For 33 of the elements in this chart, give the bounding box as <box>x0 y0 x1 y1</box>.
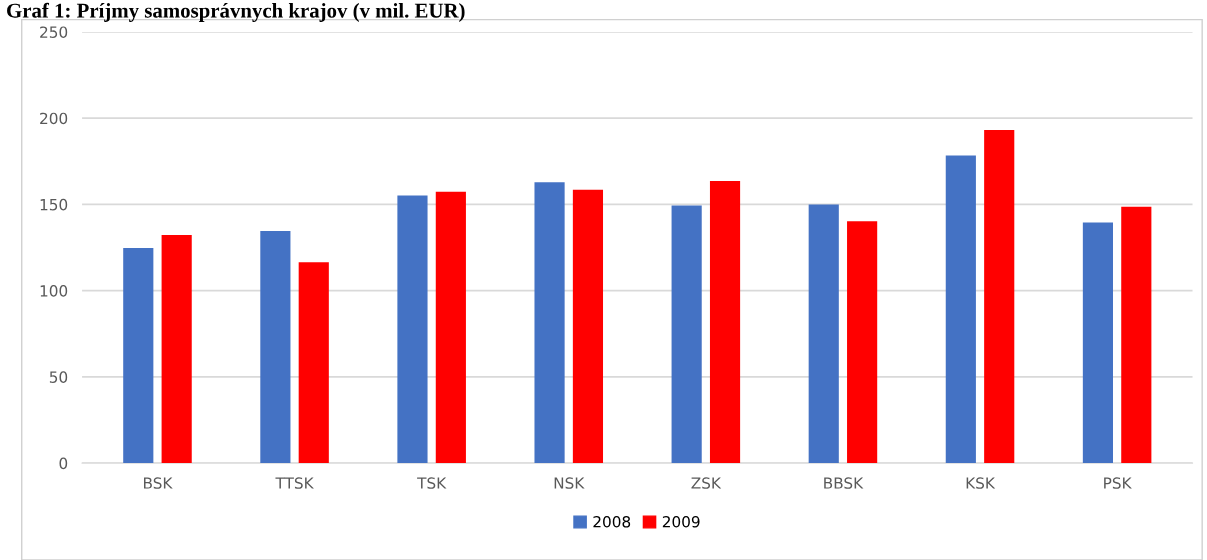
bar <box>945 155 976 464</box>
bar <box>397 195 428 464</box>
y-tick-label: 200 <box>40 112 68 125</box>
bar <box>709 180 741 464</box>
y-tick-label: 100 <box>40 285 68 297</box>
bar <box>984 129 1015 464</box>
y-tick-label: 250 <box>40 26 68 38</box>
x-tick-label: PSK <box>1104 477 1132 489</box>
x-tick-label: NSK <box>554 477 585 489</box>
legend-label: 2009 <box>662 515 700 528</box>
bar <box>534 182 565 464</box>
y-tick-label: 150 <box>40 198 68 211</box>
x-tick-label: BBSK <box>824 477 864 489</box>
x-tick-label: TSK <box>417 477 447 489</box>
bar <box>671 205 702 464</box>
bar <box>808 204 839 464</box>
bar <box>1121 206 1152 464</box>
bar <box>1082 222 1113 464</box>
bar <box>572 189 604 464</box>
bar <box>161 234 192 464</box>
bar <box>847 221 878 464</box>
bar <box>260 230 291 464</box>
bar <box>435 191 466 464</box>
legend-label: 2008 <box>593 515 631 528</box>
x-tick-label: BSK <box>144 477 173 489</box>
bar <box>123 248 154 464</box>
x-tick-label: KSK <box>966 477 996 489</box>
x-tick-label: ZSK <box>691 477 722 489</box>
bar <box>298 262 329 464</box>
x-tick-label: TTSK <box>275 477 314 489</box>
y-tick-label: 0 <box>59 457 68 470</box>
chart-title: Graf 1: Príjmy samosprávnych krajov (v mil. EUR) <box>7 2 465 22</box>
y-tick-label: 50 <box>49 371 68 383</box>
